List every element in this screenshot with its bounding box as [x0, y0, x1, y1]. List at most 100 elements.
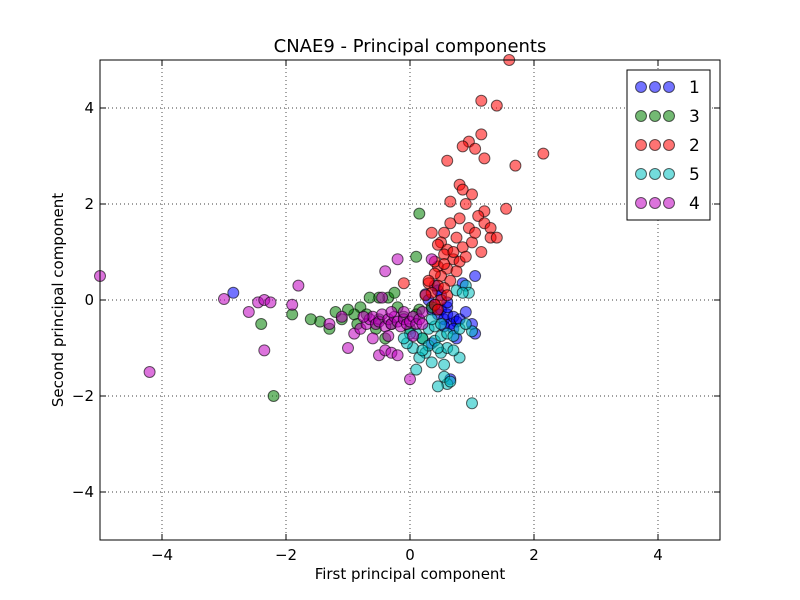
- legend-marker: [663, 110, 675, 122]
- data-point: [385, 306, 398, 318]
- legend-marker: [649, 81, 661, 93]
- data-point: [441, 154, 454, 167]
- data-point: [258, 344, 271, 357]
- data-point: [444, 195, 457, 208]
- data-point: [441, 289, 454, 302]
- data-point: [450, 231, 463, 244]
- axis-ticks: −4 −2 0 2 4 −4 −2 0 2 4: [72, 60, 720, 564]
- x-axis-label: First principal component: [315, 565, 506, 583]
- legend-label: 4: [689, 194, 700, 214]
- legend-label: 5: [689, 165, 700, 185]
- data-point: [438, 358, 451, 371]
- data-point: [397, 306, 410, 318]
- data-point: [475, 246, 488, 258]
- data-point: [425, 226, 438, 239]
- series-4-points: [94, 253, 438, 386]
- data-point: [410, 250, 423, 263]
- data-point: [431, 303, 444, 316]
- data-point: [469, 226, 482, 239]
- data-point: [391, 253, 404, 266]
- legend-entry-4: 4: [635, 194, 700, 214]
- data-point: [292, 279, 305, 292]
- data-point: [379, 265, 392, 278]
- data-point: [435, 318, 447, 330]
- legend-entry-5: 5: [635, 165, 700, 185]
- legend-marker: [635, 81, 647, 93]
- legend-marker: [635, 139, 647, 151]
- data-point: [388, 286, 401, 299]
- data-point: [404, 373, 416, 386]
- data-point: [490, 231, 503, 244]
- data-point: [450, 265, 463, 278]
- data-point: [456, 183, 469, 196]
- data-point: [422, 274, 435, 287]
- data-point: [407, 330, 420, 342]
- data-point: [500, 202, 513, 215]
- data-point: [416, 306, 429, 318]
- data-point: [425, 356, 438, 369]
- data-point: [431, 342, 444, 354]
- legend-label: 1: [689, 78, 700, 98]
- legend-marker: [663, 168, 675, 180]
- series-2-points: [397, 54, 550, 316]
- data-point: [363, 291, 376, 304]
- data-point: [264, 296, 277, 309]
- legend-marker: [649, 197, 661, 209]
- data-point: [416, 344, 429, 357]
- legend-marker: [635, 110, 647, 122]
- data-point: [242, 306, 255, 318]
- data-point: [447, 246, 460, 258]
- data-point: [376, 291, 389, 304]
- legend-marker: [649, 168, 661, 180]
- legend-marker: [663, 139, 675, 151]
- data-point: [456, 286, 469, 299]
- x-tick-label: 0: [405, 546, 415, 564]
- chart-title: CNAE9 - Principal components: [274, 36, 547, 57]
- x-tick-label: 4: [653, 546, 663, 564]
- data-point: [466, 397, 478, 410]
- legend-marker: [635, 168, 647, 180]
- data-point: [218, 293, 230, 306]
- data-point: [143, 366, 156, 378]
- data-point: [475, 128, 488, 141]
- legend-entry-1: 1: [635, 78, 700, 98]
- data-point: [267, 390, 280, 402]
- data-point: [490, 99, 503, 112]
- data-point: [478, 152, 491, 165]
- data-point: [357, 310, 370, 323]
- y-tick-label: 2: [84, 195, 94, 213]
- data-point: [469, 270, 482, 282]
- data-point: [459, 318, 472, 330]
- legend-label: 3: [689, 107, 700, 127]
- data-point: [425, 313, 438, 326]
- data-point: [397, 277, 410, 290]
- data-point: [438, 258, 451, 270]
- data-point: [286, 298, 299, 311]
- scatter-points: [94, 54, 550, 410]
- legend-marker: [649, 139, 661, 151]
- legend-marker: [635, 197, 647, 209]
- data-point: [366, 332, 379, 345]
- data-point: [509, 159, 522, 172]
- data-point: [419, 289, 432, 302]
- data-point: [469, 142, 482, 155]
- data-point: [410, 363, 423, 376]
- series-5-points: [397, 279, 478, 410]
- data-point: [335, 310, 348, 323]
- x-tick-label: −2: [275, 546, 297, 564]
- legend-marker: [663, 81, 675, 93]
- data-point: [456, 140, 469, 153]
- legend-marker: [649, 110, 661, 122]
- legend-label: 2: [689, 136, 700, 156]
- y-axis-label: Second principal component: [49, 193, 67, 407]
- data-point: [413, 207, 426, 220]
- data-point: [447, 344, 460, 357]
- data-point: [537, 147, 550, 160]
- data-point: [391, 349, 404, 362]
- x-tick-label: −4: [151, 546, 173, 564]
- data-point: [475, 94, 488, 107]
- data-point: [453, 212, 466, 225]
- data-point: [459, 250, 472, 263]
- data-point: [342, 342, 354, 354]
